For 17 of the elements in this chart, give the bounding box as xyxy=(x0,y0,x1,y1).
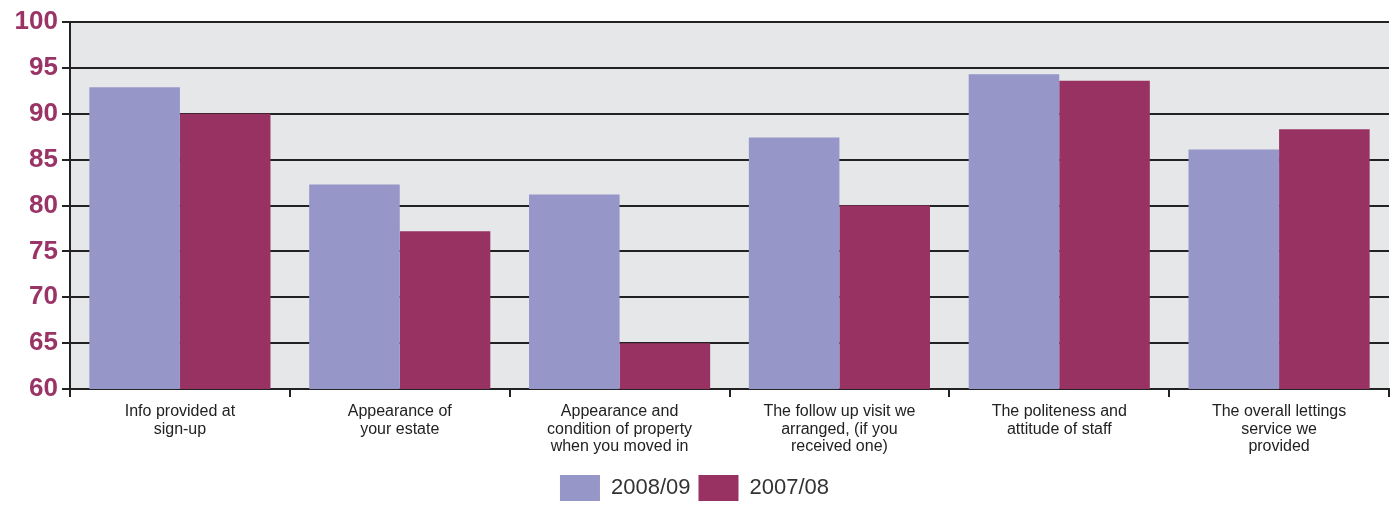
y-tick-label: 65 xyxy=(29,326,58,357)
y-tick-label: 80 xyxy=(29,188,58,219)
x-tick-label: Info provided at sign-up xyxy=(124,402,236,437)
y-tick-label: 100 xyxy=(14,5,58,36)
legend-label: 2007/08 xyxy=(749,474,830,500)
y-tick-label: 70 xyxy=(29,280,58,311)
y-tick-label: 75 xyxy=(29,234,58,265)
x-tick-label: The follow up visit we arranged, (if you received one) xyxy=(763,402,916,455)
y-tick-label: 90 xyxy=(29,96,58,127)
x-tick-label: The politeness and attitude of staff xyxy=(991,402,1127,437)
x-tick-label: The overall lettings service we provided xyxy=(1211,402,1347,455)
y-tick-label: 60 xyxy=(29,372,58,403)
y-tick-label: 95 xyxy=(29,51,58,82)
x-tick-label: Appearance of your estate xyxy=(347,402,453,437)
legend-label: 2008/09 xyxy=(610,474,691,500)
y-tick-label: 85 xyxy=(29,142,58,173)
x-tick-label: Appearance and condition of property when you moved in xyxy=(547,402,693,455)
